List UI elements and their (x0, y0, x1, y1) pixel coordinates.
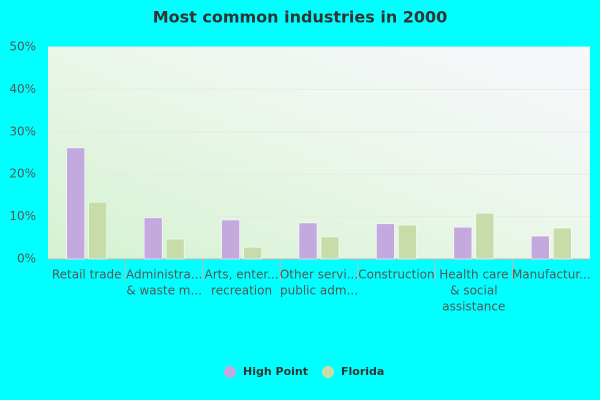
y-tick-label: 40% (9, 82, 36, 96)
x-tick-label: Other servi... (280, 268, 358, 282)
bar (221, 219, 240, 260)
x-tick-label: Administra... (126, 268, 202, 282)
x-tick-label: & social (450, 284, 497, 298)
bar (398, 224, 417, 260)
bar (66, 147, 85, 260)
bar (143, 217, 163, 260)
bar (475, 212, 495, 260)
legend-swatch (322, 366, 334, 378)
bar (553, 227, 572, 260)
bar (165, 238, 185, 260)
legend-label: Florida (341, 365, 384, 378)
bar (531, 235, 550, 260)
x-tick-label: Construction (358, 268, 434, 282)
x-tick-label: Health care (439, 268, 508, 282)
x-tick-label: & waste m... (126, 284, 202, 298)
y-tick-label: 0% (17, 252, 36, 266)
chart-title: Most common industries in 2000 (153, 8, 448, 27)
bar (376, 223, 395, 260)
y-tick-label: 30% (9, 124, 36, 138)
y-tick-label: 20% (9, 167, 36, 181)
bar (88, 201, 107, 260)
bar (453, 226, 473, 260)
y-tick-label: 50% (9, 40, 36, 54)
x-tick-label: Retail trade (52, 268, 122, 282)
plot-area (48, 47, 590, 259)
x-tick-label: public adm... (280, 284, 358, 298)
x-tick-label: assistance (442, 300, 505, 314)
bar (298, 222, 318, 260)
y-tick-label: 10% (9, 209, 36, 223)
legend-label: High Point (243, 365, 308, 378)
legend-swatch (224, 366, 236, 378)
bar (320, 236, 340, 260)
x-tick-label: Arts, enter... (205, 268, 279, 282)
x-tick-label: recreation (211, 284, 272, 298)
bar (243, 246, 262, 260)
x-tick-label: Manufactur... (512, 268, 591, 282)
